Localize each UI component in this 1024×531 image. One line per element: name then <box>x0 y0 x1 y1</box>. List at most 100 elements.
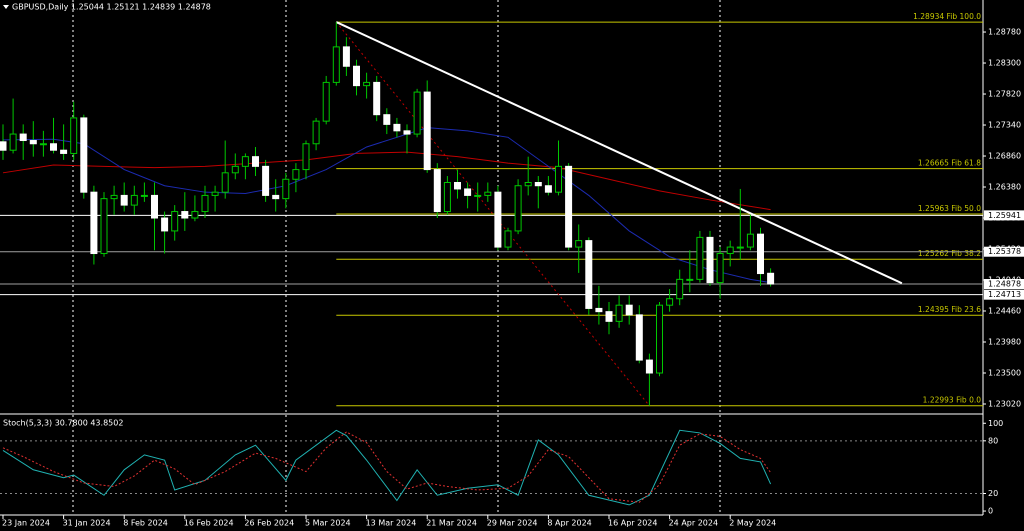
y-tick-label: 0 <box>988 507 993 516</box>
candle-body <box>80 117 88 193</box>
x-tick-label: 31 Jan 2024 <box>63 519 111 528</box>
candle-body <box>29 140 37 145</box>
y-tick-label: 1.24460 <box>988 307 1021 316</box>
y-tick-label: 1.23020 <box>988 399 1021 408</box>
candle-body <box>302 143 310 171</box>
x-tick-label: 8 Apr 2024 <box>547 519 591 528</box>
fib-label: 1.24395 Fib 23.6 <box>918 305 981 314</box>
price-box <box>984 279 1024 290</box>
y-tick-label: 1.28300 <box>988 59 1021 68</box>
candle-body <box>191 211 199 219</box>
candle-body <box>39 143 47 146</box>
candle-body <box>322 81 330 122</box>
candle-body <box>0 141 7 151</box>
x-tick-label: 23 Jan 2024 <box>2 519 50 528</box>
candle-body <box>373 81 381 116</box>
candle-body <box>241 156 249 167</box>
candle-body <box>342 46 350 67</box>
y-tick-label: 1.28780 <box>988 28 1021 37</box>
candle-body <box>454 181 461 190</box>
moving-average <box>2 151 771 211</box>
candle-body <box>544 185 552 193</box>
fib-label: 1.22993 Fib 0.0 <box>923 396 982 405</box>
candle-body <box>110 194 118 200</box>
candle-body <box>120 194 128 206</box>
x-tick-label: 26 Feb 2024 <box>244 519 294 528</box>
price-box-label: 1.25378 <box>988 247 1021 256</box>
candle-body <box>140 194 148 197</box>
x-tick-label: 13 Mar 2024 <box>366 519 417 528</box>
price-box-label: 1.25941 <box>988 211 1021 220</box>
candle-body <box>555 165 562 193</box>
x-tick-label: 29 Mar 2024 <box>487 519 538 528</box>
y-tick-label: 1.27820 <box>988 90 1021 99</box>
candle-body <box>50 143 57 151</box>
candle-body <box>605 311 613 322</box>
candle-body <box>534 181 542 187</box>
candle-body <box>635 314 643 361</box>
candle-body <box>60 149 68 154</box>
candle-body <box>443 181 451 213</box>
y-tick-label: 100 <box>988 419 1003 428</box>
candle-body <box>736 246 744 249</box>
candle-body <box>312 120 320 145</box>
x-tick-label: 21 Mar 2024 <box>426 519 477 528</box>
candle-body <box>161 217 169 232</box>
candle-body <box>585 240 593 309</box>
candle-body <box>282 178 290 200</box>
candle-body <box>181 211 189 219</box>
price-box-label: 1.24713 <box>988 290 1021 299</box>
candle-body <box>716 253 724 284</box>
candle-body <box>231 165 239 174</box>
price-box <box>984 246 1024 257</box>
candle-body <box>171 211 179 232</box>
candle-body <box>353 65 360 87</box>
candle-body <box>383 114 391 125</box>
fib-label: 1.25262 Fib 38.2 <box>918 249 981 258</box>
y-tick-label: 1.23980 <box>988 338 1021 347</box>
x-tick-label: 24 Apr 2024 <box>669 519 718 528</box>
y-tick-label: 1.23500 <box>988 368 1021 377</box>
candle-body <box>656 304 663 374</box>
candle-body <box>403 130 411 135</box>
y-tick-label: 80 <box>988 436 998 445</box>
candle-body <box>221 172 229 193</box>
indicator-title: Stoch(5,3,3) 30.7800 43.8502 <box>3 419 123 428</box>
price-box <box>984 210 1024 221</box>
stochastic-line <box>2 431 772 503</box>
x-tick-label: 16 Apr 2024 <box>608 519 657 528</box>
candle-body <box>767 272 775 285</box>
candle-body <box>90 191 98 255</box>
fib-label: 1.25963 Fib 50.0 <box>918 204 981 213</box>
candle-body <box>292 169 300 180</box>
y-tick-label: 20 <box>988 489 998 498</box>
trendline <box>335 21 903 285</box>
candle-body <box>615 304 623 322</box>
candle-body <box>676 278 684 300</box>
x-tick-label: 2 May 2024 <box>729 519 776 528</box>
candle-body <box>272 194 280 200</box>
candle-body <box>595 307 603 313</box>
candle-body <box>262 165 270 196</box>
candle-body <box>726 246 734 255</box>
candle-body <box>746 233 754 248</box>
candle-body <box>706 236 714 284</box>
price-box-label: 1.24878 <box>988 280 1021 289</box>
candle-body <box>645 359 653 374</box>
candle-body <box>19 133 27 142</box>
candle-body <box>393 123 401 132</box>
candle-body <box>201 194 209 213</box>
candle-body <box>433 169 441 213</box>
fib-label: 1.28934 Fib 100.0 <box>913 12 981 21</box>
candle-body <box>151 194 158 219</box>
x-tick-label: 16 Feb 2024 <box>184 519 234 528</box>
candle-body <box>252 156 259 167</box>
y-tick-label: 1.26860 <box>988 152 1021 161</box>
candle-body <box>625 304 633 316</box>
price-box <box>984 289 1024 300</box>
x-tick-label: 8 Feb 2024 <box>123 519 168 528</box>
candle-body <box>757 233 764 275</box>
